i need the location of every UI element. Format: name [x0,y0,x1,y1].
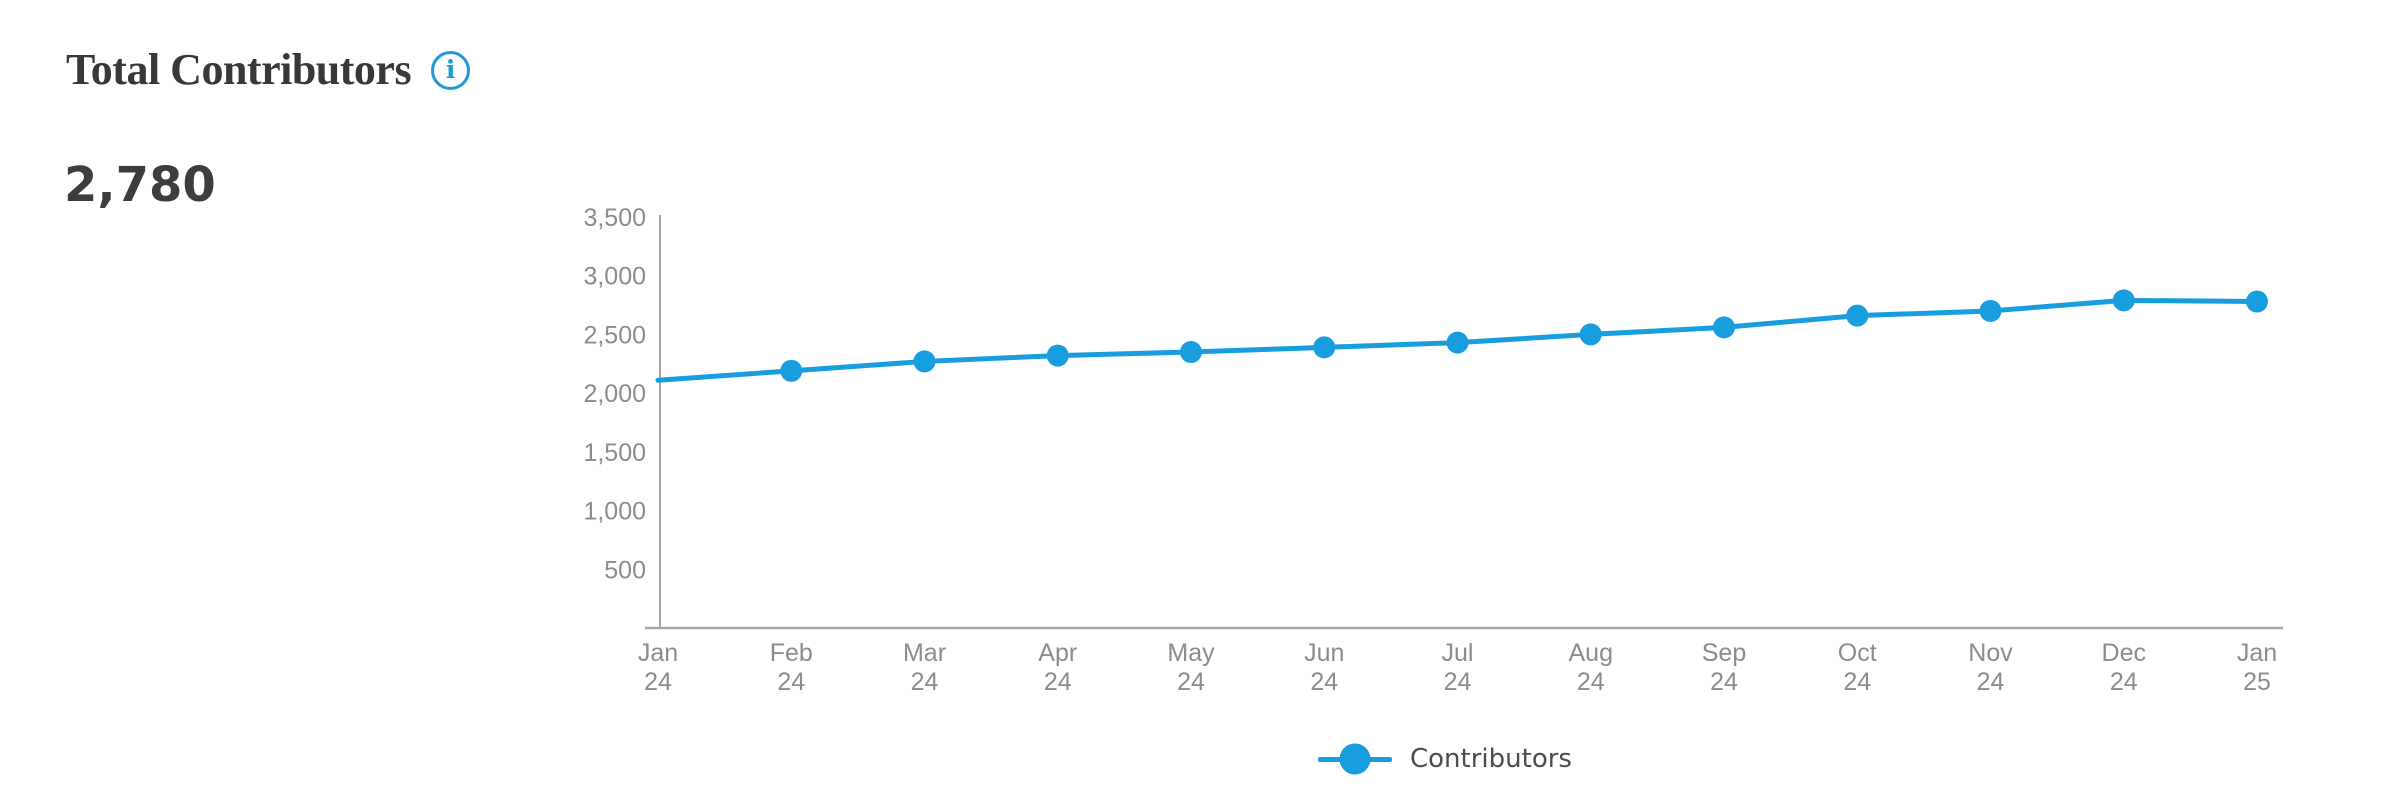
y-tick-label: 2,500 [583,321,646,349]
card-header: Total Contributors i [66,45,471,94]
data-point-marker[interactable] [1313,336,1336,359]
x-tick-label: Jun 24 [1304,639,1344,696]
legend-dot [1339,743,1371,775]
x-tick-label: Sep 24 [1702,639,1746,696]
x-tick-label: Nov 24 [1968,639,2013,696]
x-tick-label: Oct 24 [1838,639,1877,696]
y-tick-label: 1,000 [583,498,646,526]
y-tick-label: 1,500 [583,439,646,467]
y-tick-label: 2,000 [583,380,646,408]
y-tick-label: 3,500 [583,204,646,232]
x-tick-label: May 24 [1167,639,1215,696]
legend-item-contributors[interactable]: Contributors [1318,742,1572,776]
y-tick-label: 3,000 [583,263,646,291]
data-point-marker[interactable] [2112,289,2135,312]
data-point-marker[interactable] [1579,323,1602,346]
data-point-marker[interactable] [780,359,803,382]
data-point-marker[interactable] [1846,304,1869,327]
info-icon[interactable]: i [431,50,471,90]
data-point-marker[interactable] [1180,341,1202,364]
data-point-marker[interactable] [2246,290,2268,313]
data-point-marker[interactable] [1979,299,2002,322]
x-tick-label: Dec 24 [2102,639,2146,696]
legend-line-marker-icon [1318,742,1392,776]
x-tick-label: Aug 24 [1569,639,1613,696]
y-tick-label: 500 [604,556,646,584]
x-tick-label: Jul 24 [1442,639,1474,696]
legend-label: Contributors [1410,744,1572,774]
data-point-marker[interactable] [1446,331,1469,354]
info-icon-glyph: i [445,54,456,84]
data-point-marker[interactable] [1046,344,1069,367]
card-title: Total Contributors [66,45,412,94]
x-tick-label: Apr 24 [1038,639,1077,696]
x-tick-label: Feb 24 [770,639,813,696]
data-point-marker[interactable] [1713,316,1735,339]
data-point-marker[interactable] [913,350,936,373]
x-tick-label: Jan 25 [2237,639,2277,696]
kpi-value: 2,780 [64,157,216,213]
x-tick-label: Mar 24 [903,639,946,696]
x-tick-label: Jan 24 [638,639,678,696]
